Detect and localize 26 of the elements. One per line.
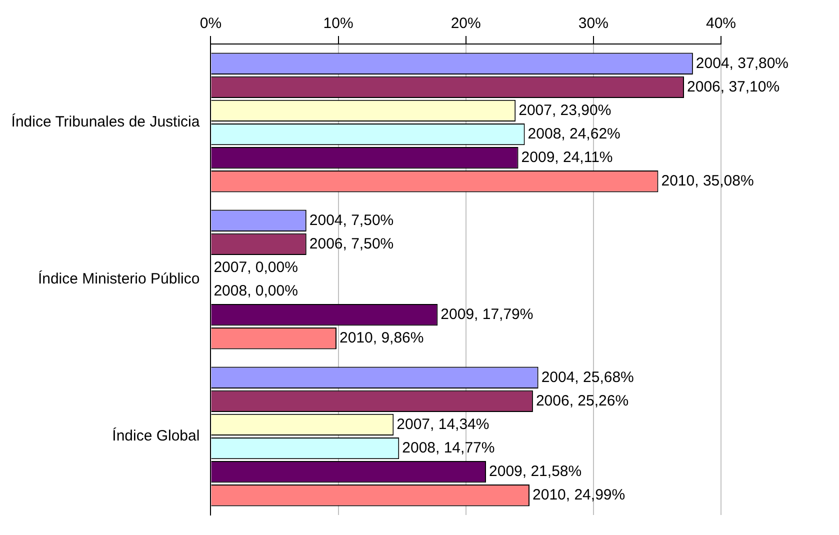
data-label: 2010, 35,08% [661,172,754,190]
data-label: 2006, 25,26% [536,392,629,410]
data-label: 2009, 24,11% [521,148,613,166]
x-tick-label: 30% [578,15,608,32]
data-label: 2008, 24,62% [528,125,620,142]
x-tick-label: 40% [706,15,736,32]
x-tick-label: 0% [200,15,222,32]
data-label: 2007, 23,90% [518,102,612,119]
data-label: 2007, 0,00% [214,258,298,276]
data-label: 2010, 9,86% [339,330,424,347]
data-label: 2004, 37,80% [696,54,789,72]
data-label: 2009, 17,79% [440,306,534,323]
data-label: 2004, 25,68% [541,368,634,386]
y-tick-label: Índice Global [112,426,200,445]
x-tick-label: 20% [450,15,481,32]
data-label: 2006, 37,10% [687,78,780,96]
data-label: 2009, 21,58% [489,462,582,480]
data-label: 2008, 0,00% [214,282,298,300]
data-label: 2010, 24,99% [532,486,626,504]
data-label: 2004, 7,50% [309,212,394,229]
data-label: 2007, 14,34% [396,416,490,433]
data-label: 2006, 7,50% [309,235,394,252]
x-tick-label: 10% [323,15,354,32]
data-label: 2008, 14,77% [402,439,495,456]
y-tick-label: Índice Tribunales de Justicia [11,112,200,131]
y-tick-label: Índice Ministerio Público [38,270,200,288]
